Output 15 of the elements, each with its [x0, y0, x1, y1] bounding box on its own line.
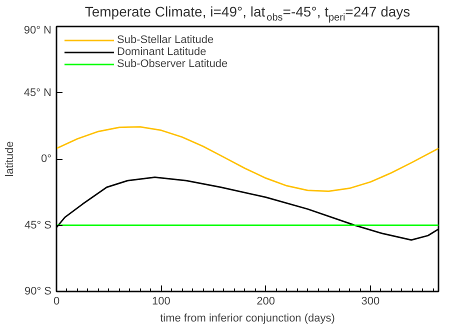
x-tick-label: 200: [256, 296, 275, 308]
x-tick-label: 100: [152, 296, 170, 308]
legend-label: Dominant Latitude: [117, 46, 206, 58]
x-axis-title: time from inferior conjunction (days): [160, 312, 335, 324]
legend-label: Sub-Observer Latitude: [117, 58, 228, 70]
line-series: [56, 126, 438, 192]
y-tick-label: 45° N: [24, 86, 52, 99]
y-tick-label: 90° N: [24, 24, 52, 36]
x-tick-label: 300: [361, 296, 380, 308]
y-tick-label: 0°: [40, 153, 52, 165]
legend-label: Sub-Stellar Latitude: [117, 34, 214, 46]
y-tick-label: 45° S: [24, 219, 52, 232]
y-axis-title: latitude: [4, 141, 16, 177]
y-tick-label: 90° S: [24, 286, 52, 298]
x-tick-label: 0: [53, 296, 60, 308]
